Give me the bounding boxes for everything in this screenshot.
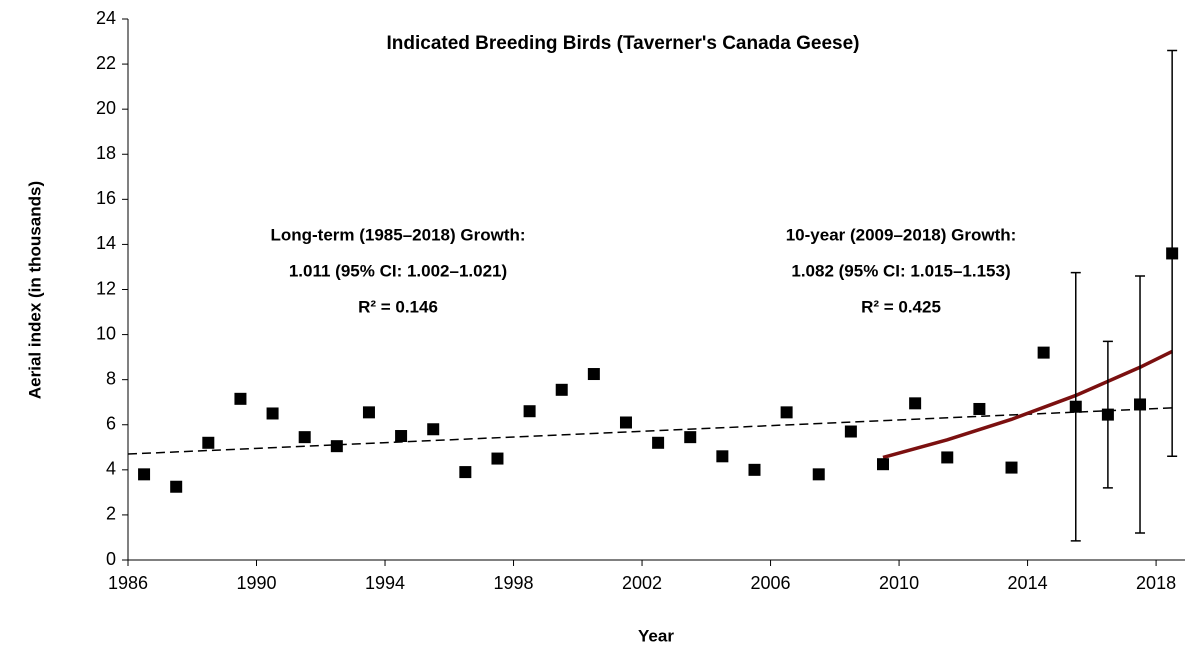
annotation: R² = 0.146 [358,297,438,316]
x-tick-label: 1990 [236,573,276,593]
y-axis-label: Aerial index (in thousands) [25,181,44,399]
point [395,430,408,443]
point [941,451,954,464]
point [266,407,279,420]
x-tick-label: 2018 [1136,573,1176,593]
x-tick-label: 2010 [879,573,919,593]
y-tick-label: 8 [106,368,116,388]
point [330,440,343,453]
y-tick-label: 20 [96,98,116,118]
x-tick-label: 2002 [622,573,662,593]
point [298,431,311,444]
x-tick-label: 2014 [1008,573,1048,593]
point [652,436,665,449]
point [459,466,472,479]
point [1101,408,1114,421]
point [1134,398,1147,411]
point [619,416,632,429]
trend-line-10yr [882,349,1173,460]
annotation: R² = 0.425 [861,297,941,316]
chart-title: Indicated Breeding Birds (Taverner's Can… [387,33,860,54]
point [138,468,151,481]
x-tick-label: 1986 [108,573,148,593]
y-tick-label: 18 [96,143,116,163]
point [587,368,600,381]
y-tick-label: 2 [106,504,116,524]
x-axis-label: Year [638,626,674,645]
point [555,383,568,396]
trend-line-long [127,407,1173,455]
point [202,436,215,449]
point [812,468,825,481]
point [1069,400,1082,413]
point [748,463,761,476]
point [844,425,857,438]
point [170,480,183,493]
annotation: 1.082 (95% CI: 1.015–1.153) [791,261,1010,280]
x-tick-label: 2006 [751,573,791,593]
point [1166,247,1179,260]
point [362,406,375,419]
point [234,392,247,405]
point [973,402,986,415]
annotation: 10-year (2009–2018) Growth: [786,225,1017,244]
point [780,406,793,419]
annotation: Long-term (1985–2018) Growth: [270,225,525,244]
point [877,458,889,471]
y-tick-label: 6 [106,414,116,434]
point [427,423,440,436]
y-tick-label: 10 [96,323,116,343]
y-tick-label: 12 [96,278,116,298]
point [909,397,922,410]
y-tick-label: 0 [106,549,116,569]
point [684,431,697,444]
point [491,452,504,465]
y-tick-label: 14 [96,233,116,253]
point [523,405,536,418]
point [1037,346,1050,359]
point [1005,461,1018,474]
y-tick-label: 4 [106,459,116,479]
point [716,450,729,463]
annotation: 1.011 (95% CI: 1.002–1.021) [289,261,507,280]
y-tick-label: 16 [96,188,116,208]
y-tick-label: 24 [96,8,116,28]
x-tick-label: 1994 [365,573,405,593]
x-tick-label: 1998 [494,573,534,593]
y-tick-label: 22 [96,53,116,73]
